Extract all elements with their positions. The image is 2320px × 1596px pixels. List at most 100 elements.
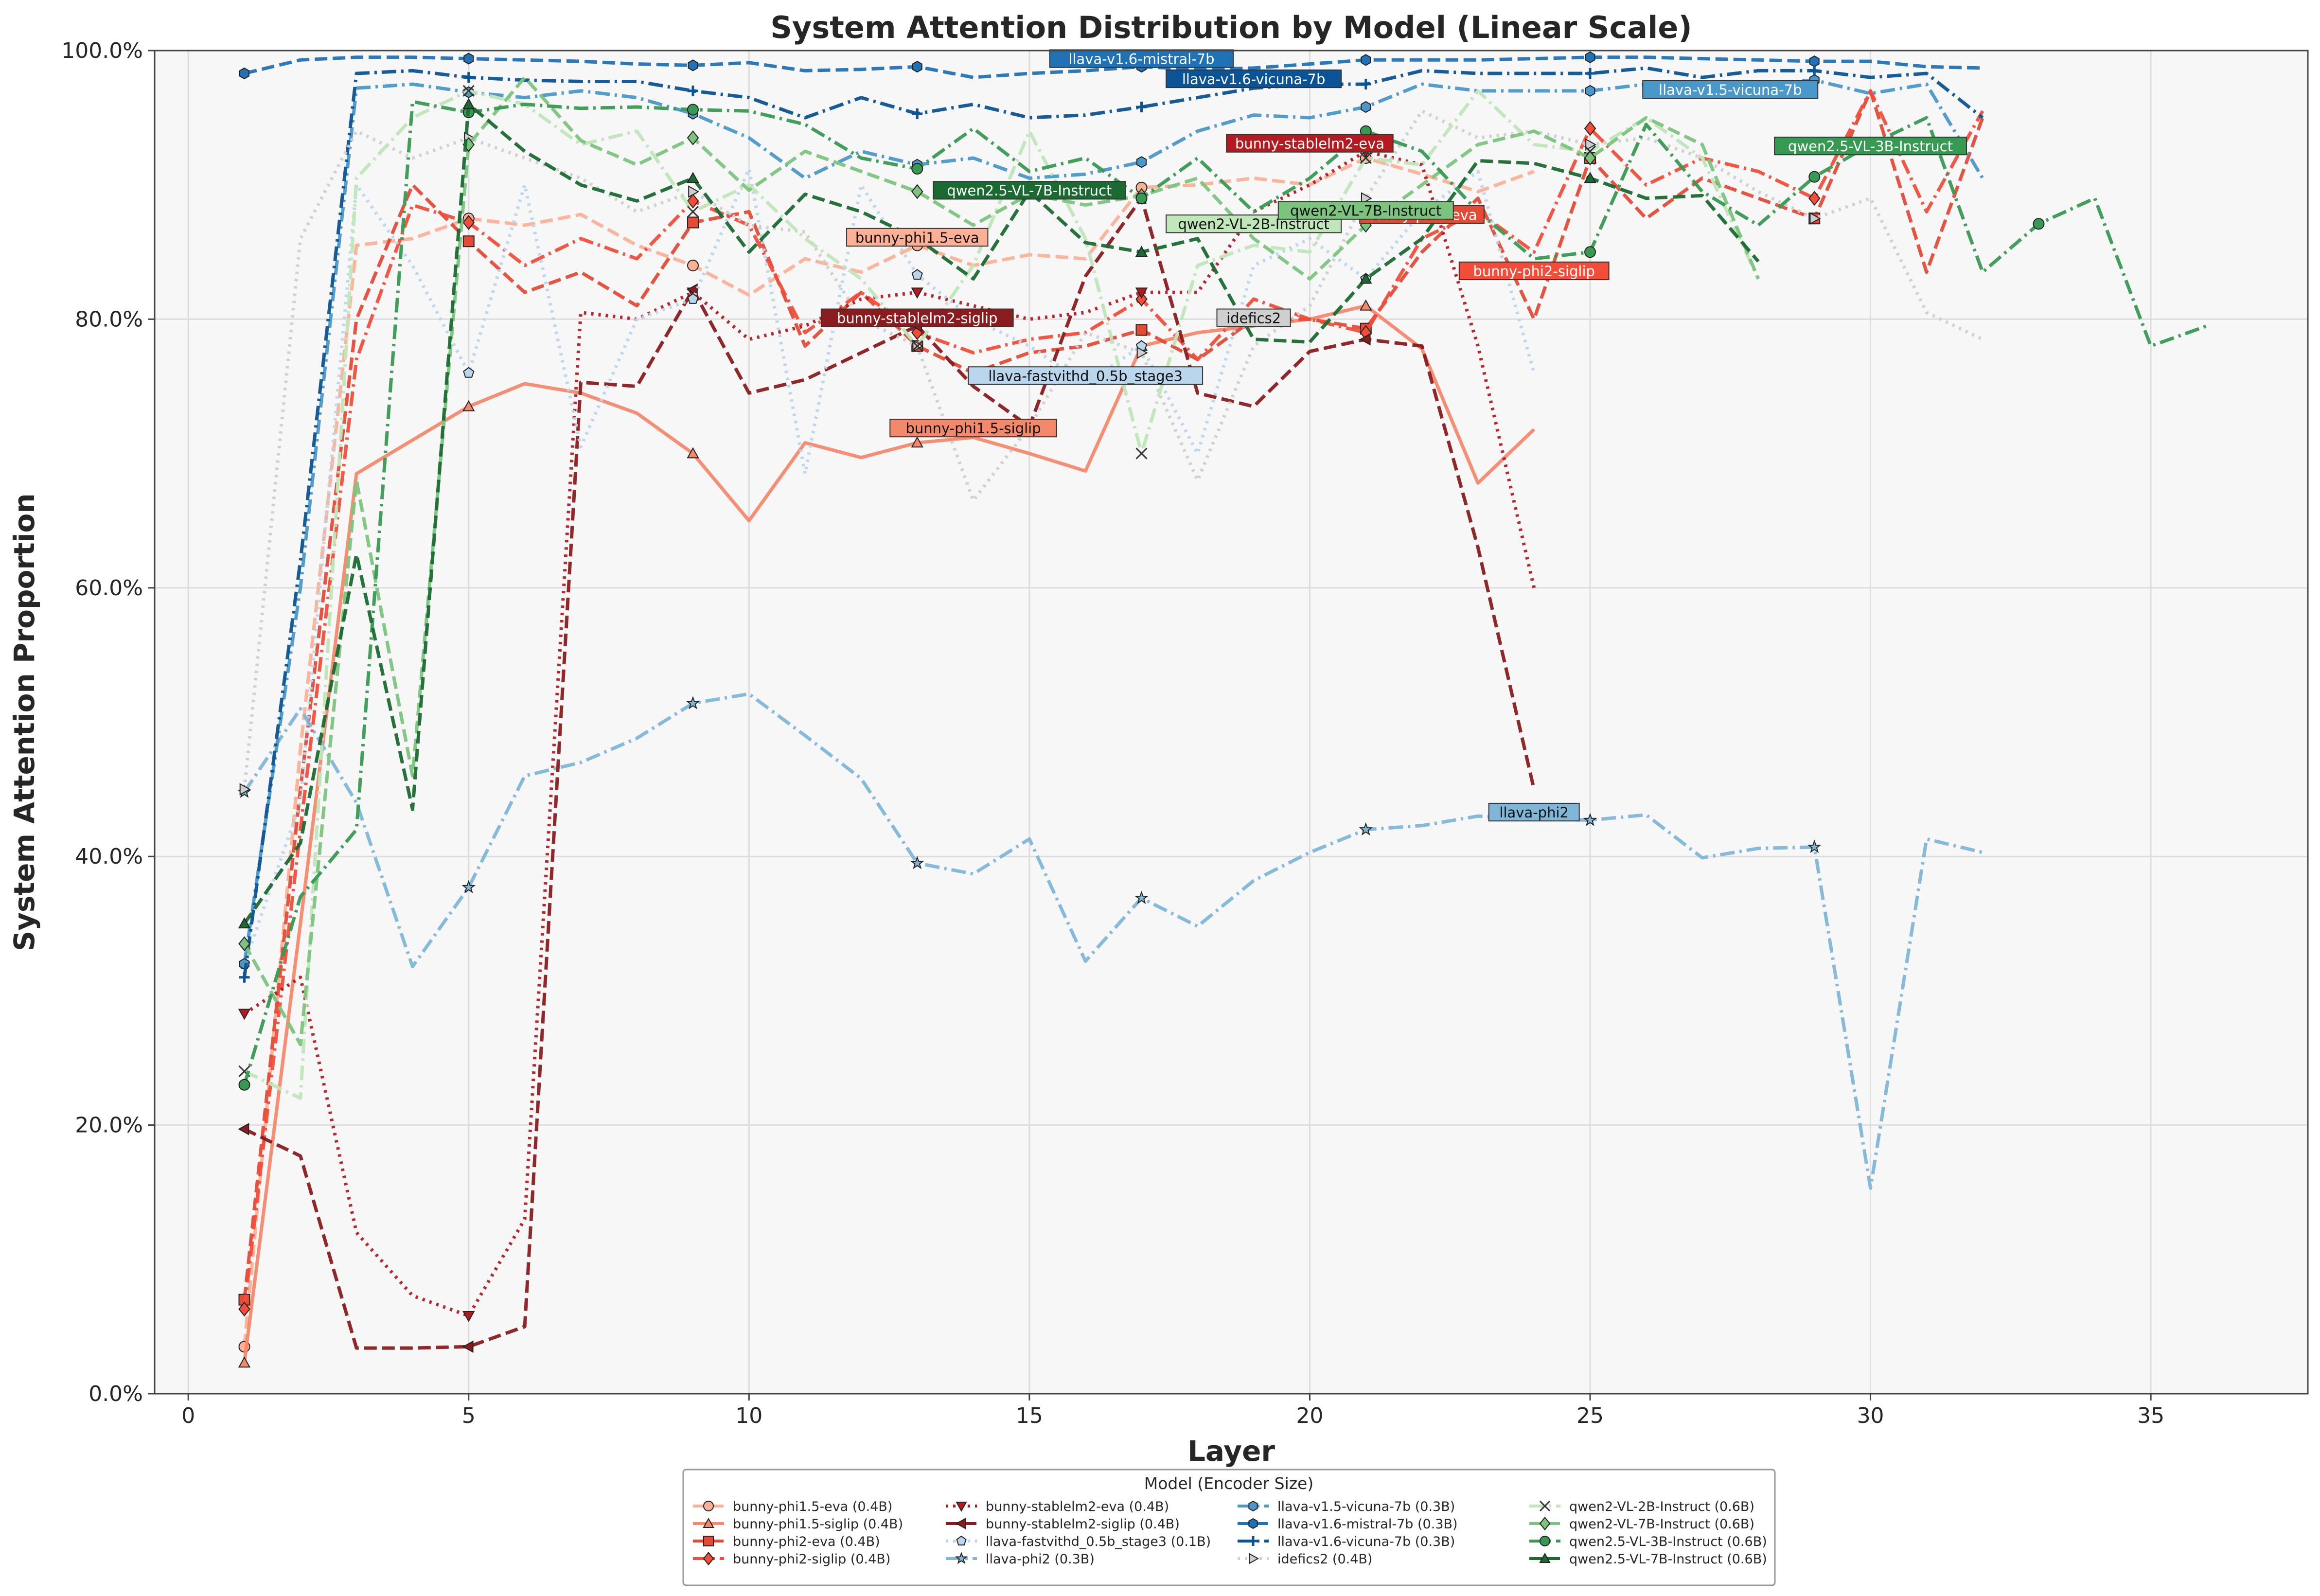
series-line xyxy=(243,149,1536,1318)
legend-box xyxy=(682,1469,1776,1586)
x-axis-label: Layer xyxy=(1187,1435,1275,1468)
legend-label: llava-phi2 (0.3B) xyxy=(986,1552,1095,1567)
legend-marker xyxy=(1539,1500,1551,1512)
y-tick-label: 40.0% xyxy=(75,844,143,869)
legend-item: bunny-stablelm2-eva (0.4B) xyxy=(946,1499,1169,1514)
series-annotation: qwen2.5-VL-3B-Instruct xyxy=(1774,136,1967,156)
legend: Model (Encoder Size) bunny-phi1.5-eva (0… xyxy=(682,1469,1776,1586)
legend-marker xyxy=(1539,1552,1551,1563)
data-point xyxy=(1809,65,1820,76)
y-tick-label: 60.0% xyxy=(75,576,143,601)
legend-item: qwen2.5-VL-3B-Instruct (0.6B) xyxy=(1529,1534,1767,1549)
data-point xyxy=(238,1301,250,1317)
annotation-label: llava-v1.5-vicuna-7b xyxy=(1659,82,1802,98)
data-point xyxy=(461,880,476,893)
legend-label: llava-v1.6-vicuna-7b (0.3B) xyxy=(1277,1534,1455,1549)
data-point xyxy=(1584,172,1596,183)
data-point xyxy=(1359,822,1373,836)
legend-label: llava-v1.6-mistral-7b (0.3B) xyxy=(1277,1517,1458,1532)
series-line xyxy=(243,304,1536,1363)
legend-label: qwen2-VL-7B-Instruct (0.6B) xyxy=(1569,1517,1754,1532)
legend-marker xyxy=(703,1551,714,1566)
tick-layer: 0 5 10 15 20 25 30 35 0.0% 20.0% 40.0% 60.0% 80.0% 10… xyxy=(61,38,2164,1428)
data-point xyxy=(1135,287,1148,299)
annotation-box xyxy=(846,228,989,247)
series-3 xyxy=(238,89,1984,1317)
data-point xyxy=(688,59,698,71)
y-tick-label: 20.0% xyxy=(75,1113,143,1138)
data-point xyxy=(1360,152,1372,164)
data-point xyxy=(1585,68,1595,79)
data-point xyxy=(910,855,924,869)
data-point xyxy=(1585,85,1595,97)
annotation-label: llava-fastvithd_0.5b_stage3 xyxy=(988,368,1183,384)
data-point xyxy=(911,287,923,299)
data-point xyxy=(911,340,923,352)
series-annotation: llava-v1.6-mistral-7b xyxy=(1049,49,1234,68)
data-point xyxy=(687,447,699,459)
data-point xyxy=(687,130,699,145)
data-point xyxy=(1360,299,1372,311)
series-line xyxy=(243,75,1760,1046)
data-point xyxy=(687,104,699,116)
legend-marker xyxy=(703,1536,714,1546)
annotation-box xyxy=(1488,802,1580,822)
annotation-box xyxy=(1774,136,1967,156)
plot-frame xyxy=(154,50,2309,1395)
data-point xyxy=(1584,150,1596,166)
data-point xyxy=(1584,121,1596,136)
legend-marker xyxy=(1539,1516,1551,1531)
data-point xyxy=(687,172,699,183)
data-point xyxy=(686,283,698,296)
data-point xyxy=(462,1311,475,1322)
data-point xyxy=(1584,246,1596,258)
data-point xyxy=(1135,192,1148,204)
data-point xyxy=(1136,102,1147,113)
series-annotation: bunny-phi1.5-siglip xyxy=(889,419,1057,438)
legend-marker xyxy=(956,1535,967,1546)
data-point xyxy=(687,259,699,271)
legend-item: llava-fastvithd_0.5b_stage3 (0.1B) xyxy=(946,1534,1211,1549)
x-tick-label: 15 xyxy=(1016,1403,1043,1428)
series-annotation: llava-v1.6-vicuna-7b xyxy=(1166,69,1342,89)
series-annotation: qwen2.5-VL-7B-Instruct xyxy=(933,181,1126,200)
data-point xyxy=(239,972,250,983)
x-tick-label: 20 xyxy=(1296,1403,1323,1428)
annotation-box xyxy=(1049,49,1234,68)
legend-title: Model (Encoder Size) xyxy=(1144,1474,1313,1493)
series-line xyxy=(243,103,1760,925)
y-tick-label: 0.0% xyxy=(89,1382,143,1406)
legend-marker xyxy=(1249,1553,1259,1564)
legend-marker xyxy=(956,1502,967,1512)
legend-label: idefics2 (0.4B) xyxy=(1277,1552,1372,1567)
data-point xyxy=(912,60,922,73)
legend-item: bunny-phi2-siglip (0.4B) xyxy=(693,1551,890,1567)
legend-marker xyxy=(703,1501,714,1511)
data-point xyxy=(239,67,250,80)
annotation-box xyxy=(1166,69,1342,89)
y-tick-label: 80.0% xyxy=(75,307,143,332)
annotation-box xyxy=(1216,308,1291,327)
legend-item: bunny-phi2-eva (0.4B) xyxy=(693,1534,880,1549)
data-point xyxy=(911,436,923,448)
data-point xyxy=(1136,156,1147,168)
data-point xyxy=(687,293,699,304)
legend-marker xyxy=(955,1518,966,1529)
series-annotation: llava-v1.5-vicuna-7b xyxy=(1642,80,1819,99)
data-point xyxy=(1585,51,1595,63)
data-point xyxy=(1583,813,1597,826)
data-point xyxy=(1136,346,1148,359)
legend-label: llava-v1.5-vicuna-7b (0.3B) xyxy=(1277,1499,1455,1514)
data-point xyxy=(911,163,923,175)
data-point xyxy=(1361,54,1371,66)
legend-label: qwen2.5-VL-3B-Instruct (0.6B) xyxy=(1569,1534,1767,1549)
data-point xyxy=(462,1340,474,1353)
legend-label: qwen2-VL-2B-Instruct (0.6B) xyxy=(1569,1499,1754,1514)
data-point xyxy=(687,206,699,218)
legend-marker xyxy=(1248,1518,1258,1529)
data-point xyxy=(1135,324,1148,336)
data-point xyxy=(463,367,475,378)
data-point xyxy=(238,1123,249,1135)
data-point xyxy=(238,1079,250,1091)
series-annotation: bunny-phi2-siglip xyxy=(1458,261,1610,281)
